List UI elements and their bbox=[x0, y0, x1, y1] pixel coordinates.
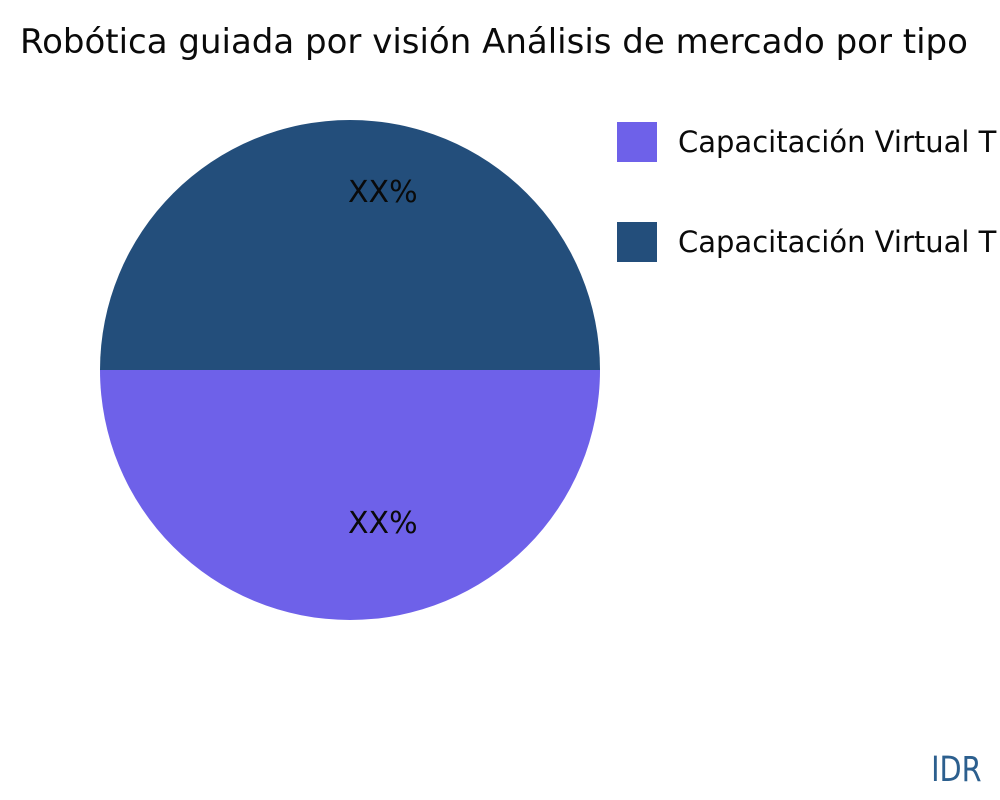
legend-item-label: Capacitación Virtual T bbox=[678, 125, 997, 159]
pie-slice-bottom bbox=[100, 370, 600, 620]
legend-item: Capacitación Virtual T bbox=[617, 122, 996, 162]
legend-item-label: Capacitación Virtual T bbox=[678, 225, 997, 259]
pie-slice-top bbox=[100, 120, 600, 370]
pie-slice-label-top: XX% bbox=[348, 175, 418, 210]
pie-chart bbox=[100, 120, 600, 620]
legend-swatch-purple bbox=[617, 122, 657, 162]
legend-item: Capacitación Virtual T bbox=[617, 222, 996, 262]
legend-swatch-navy bbox=[617, 222, 657, 262]
pie-slice-label-bottom: XX% bbox=[348, 506, 418, 541]
chart-title: Robótica guiada por visión Análisis de m… bbox=[20, 22, 968, 62]
watermark-idr: IDR bbox=[931, 750, 982, 790]
